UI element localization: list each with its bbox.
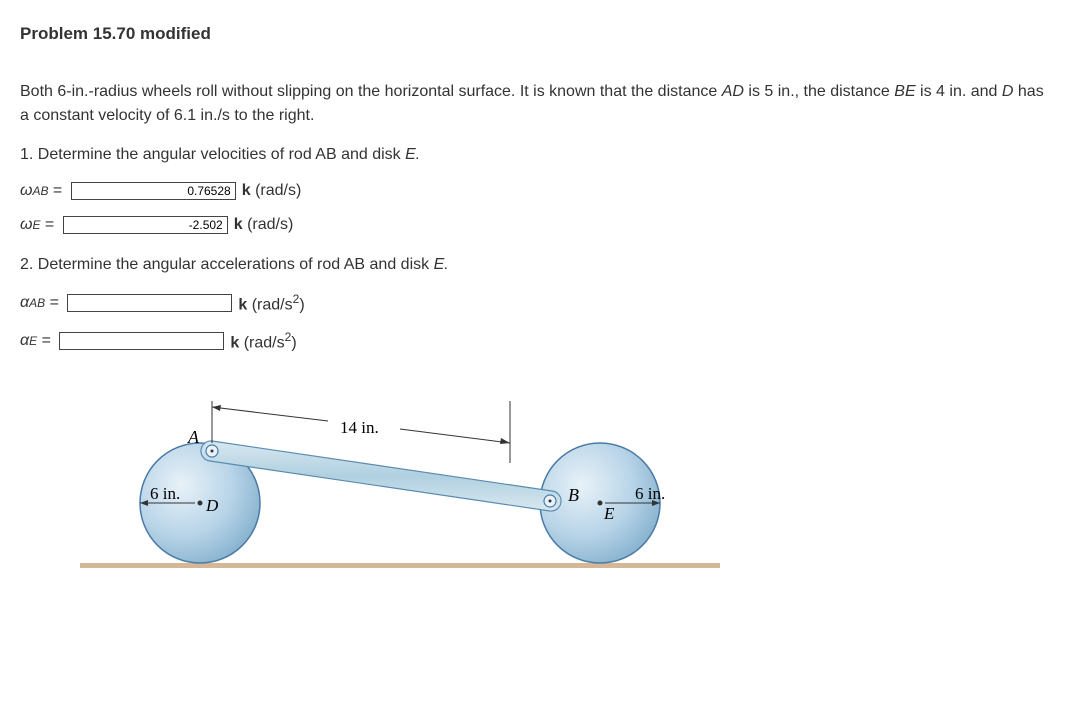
- text-part: is 4 in. and: [916, 83, 1002, 100]
- alpha-e-sub: E: [29, 334, 37, 348]
- label-e: E: [603, 504, 615, 523]
- problem-title: Problem 15.70 modified: [20, 24, 1051, 44]
- equals: =: [45, 294, 63, 312]
- equals: =: [48, 182, 66, 200]
- equals: =: [40, 216, 58, 234]
- problem-statement: Both 6-in.-radius wheels roll without sl…: [20, 80, 1051, 128]
- q2-e: E.: [434, 256, 449, 273]
- text-part: is 5 in., the distance: [744, 83, 894, 100]
- omega-ab-row: ωAB = k (rad/s): [20, 182, 1051, 200]
- omega-e-row: ωE = k (rad/s): [20, 216, 1051, 234]
- text-part: Both 6-in.-radius wheels roll without sl…: [20, 83, 722, 100]
- label-a: A: [187, 427, 200, 447]
- omega-ab-unit: k (rad/s): [242, 182, 302, 200]
- label-b: B: [568, 485, 579, 505]
- q1-e: E.: [405, 146, 420, 163]
- omega-e-unit: k (rad/s): [234, 216, 294, 234]
- figure: 6 in. 6 in. 14 in. A B D E: [80, 383, 1051, 583]
- alpha-symbol: α: [20, 332, 29, 350]
- alpha-ab-unit: k (rad/s2): [238, 292, 304, 314]
- dim-14-label: 14 in.: [340, 418, 379, 437]
- alpha-e-row: αE = k (rad/s2): [20, 330, 1051, 352]
- center-d: [198, 500, 203, 505]
- var-d: D: [1002, 83, 1014, 100]
- alpha-ab-sub: AB: [29, 296, 45, 310]
- omega-ab-input[interactable]: [71, 182, 236, 200]
- var-ad: AD: [722, 83, 744, 100]
- question-1: 1. Determine the angular velocities of r…: [20, 146, 1051, 164]
- equals: =: [37, 332, 55, 350]
- omega-symbol: ω: [20, 182, 32, 200]
- question-2: 2. Determine the angular accelerations o…: [20, 256, 1051, 274]
- ground: [80, 563, 720, 568]
- alpha-ab-row: αAB = k (rad/s2): [20, 292, 1051, 314]
- dim-6-left: 6 in.: [150, 484, 180, 503]
- alpha-e-input[interactable]: [59, 332, 224, 350]
- omega-symbol: ω: [20, 216, 32, 234]
- omega-e-sub: E: [32, 218, 40, 232]
- omega-ab-sub: AB: [32, 184, 48, 198]
- q2-text: 2. Determine the angular accelerations o…: [20, 256, 434, 273]
- alpha-symbol: α: [20, 294, 29, 312]
- q1-text: 1. Determine the angular velocities of r…: [20, 146, 405, 163]
- center-e: [598, 500, 603, 505]
- dim-6-right: 6 in.: [635, 484, 665, 503]
- var-be: BE: [894, 83, 915, 100]
- alpha-e-unit: k (rad/s2): [230, 330, 296, 352]
- alpha-ab-input[interactable]: [67, 294, 232, 312]
- diagram-svg: 6 in. 6 in. 14 in. A B D E: [80, 383, 720, 583]
- label-d: D: [205, 496, 219, 515]
- omega-e-input[interactable]: [63, 216, 228, 234]
